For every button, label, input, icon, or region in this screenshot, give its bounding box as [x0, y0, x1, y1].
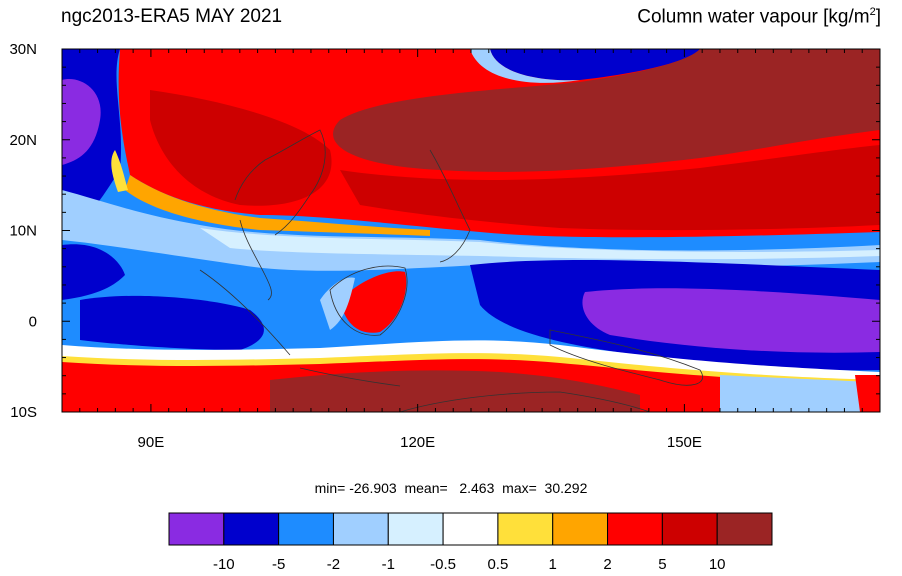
colorbar-box — [387, 512, 444, 546]
field-region-north-orange — [125, 175, 430, 236]
coastline-australia — [399, 391, 651, 412]
field-region-pale-band — [200, 228, 880, 260]
lat-tick-label: 30N — [9, 41, 37, 58]
colorbar-box — [497, 512, 554, 546]
colorbar-box — [607, 512, 663, 546]
field-region-indian-ocean-blue — [62, 244, 125, 300]
field-region-pacific-blue-top — [490, 49, 700, 81]
coastline-indochina — [234, 129, 326, 236]
field-region-borneo-lightblue — [320, 277, 355, 330]
title-right-end: ] — [875, 6, 881, 28]
field-region-pacific-lightblue-top — [470, 49, 580, 83]
field-region-southeast-red — [855, 375, 880, 412]
coastline-borneo — [329, 265, 408, 336]
field-region-north-darkred — [150, 90, 332, 206]
map-field — [62, 49, 880, 412]
colorbar-label: -5 — [272, 556, 285, 573]
lat-tick-label: 20N — [9, 132, 37, 149]
field-region-southeast-indian-blue — [80, 295, 264, 350]
colorbar-label: 5 — [658, 556, 666, 573]
axis-ticks: 30N 20N 10N 0 10S 90E 120E 150E — [9, 41, 881, 451]
field-region-pacific-lower-darkred — [340, 145, 880, 231]
colorbar-box — [332, 512, 389, 546]
colorbar-label: -0.5 — [430, 556, 456, 573]
coastline-java — [299, 367, 401, 387]
lat-tick-label: 0 — [29, 313, 37, 330]
colorbar-box — [716, 512, 773, 546]
coastline-sumatra — [199, 269, 291, 356]
title-right-text: Column water vapour [kg/m — [637, 6, 870, 28]
colorbar-box — [661, 512, 718, 546]
field-region-north-yellow — [111, 150, 128, 192]
colorbar-box — [278, 512, 334, 546]
plot-title-right: Column water vapour [kg/m2] — [637, 6, 881, 28]
lon-tick-label: 150E — [667, 434, 702, 451]
lon-tick-label: 120E — [400, 434, 435, 451]
colorbar-box — [552, 512, 609, 546]
colorbar-label: 1 — [549, 556, 557, 573]
colorbar-box — [442, 512, 499, 546]
colorbar-label: 2 — [603, 556, 611, 573]
field-region-pacific-maroon — [333, 49, 880, 172]
field-region-pacific-purple — [582, 288, 880, 353]
coastline-malay-peninsula — [239, 219, 272, 301]
lat-tick-label: 10S — [10, 404, 37, 421]
coastline-new-guinea — [549, 329, 703, 386]
field-region-southeast-blue — [720, 375, 870, 412]
lat-tick-label: 10N — [9, 223, 37, 240]
colorbar-label: -2 — [327, 556, 340, 573]
lon-tick-label: 90E — [138, 434, 165, 451]
coastline-philippines — [429, 149, 471, 263]
colorbar-label: 10 — [709, 556, 726, 573]
colorbar-box — [223, 512, 280, 546]
coastlines — [199, 129, 703, 412]
plot-title-left: ngc2013-ERA5 MAY 2021 — [61, 6, 283, 27]
colorbar: -10 -5 -2 -1 -0.5 0.5 1 2 5 10 — [168, 512, 773, 573]
title-right-superscript: 2 — [869, 6, 876, 18]
colorbar-box — [168, 512, 225, 546]
colorbar-label: 0.5 — [487, 556, 508, 573]
colorbar-label: -1 — [382, 556, 395, 573]
field-statistics: min= -26.903 mean= 2.463 max= 30.292 — [314, 480, 588, 496]
field-region-south-yellow — [62, 353, 880, 386]
colorbar-label: -10 — [213, 556, 235, 573]
field-region-south-maroon — [270, 370, 640, 412]
field-region-south-white — [62, 340, 880, 384]
field-region-nw-purple — [62, 79, 101, 165]
field-region-borneo-red — [340, 271, 407, 333]
